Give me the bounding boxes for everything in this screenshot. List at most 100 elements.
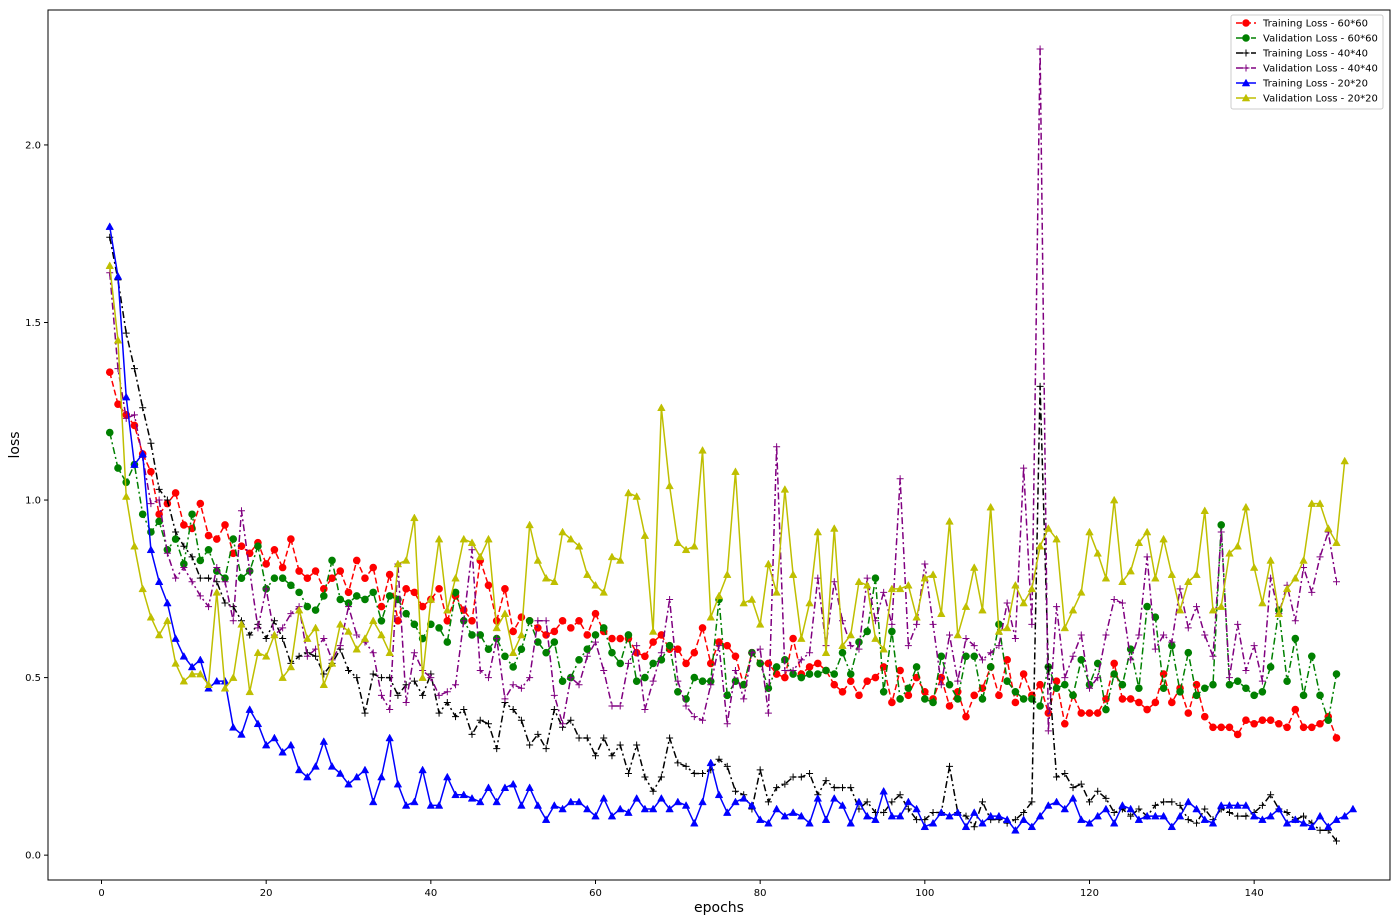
data-point xyxy=(747,595,757,603)
legend-item: Validation Loss - 40*40 xyxy=(1236,64,1378,75)
data-point xyxy=(1077,815,1086,823)
data-point xyxy=(443,638,452,646)
data-point xyxy=(328,574,336,582)
data-point xyxy=(467,538,477,546)
data-point xyxy=(699,716,707,724)
data-point xyxy=(1192,691,1201,700)
data-point xyxy=(806,769,814,777)
data-point xyxy=(278,747,287,756)
data-point xyxy=(591,580,600,589)
data-point xyxy=(821,648,831,657)
data-point xyxy=(517,630,526,639)
data-point xyxy=(1028,798,1036,806)
data-point xyxy=(426,801,436,809)
data-point xyxy=(352,772,361,781)
data-point xyxy=(616,659,625,668)
data-point xyxy=(846,630,855,639)
data-point xyxy=(1110,670,1118,678)
data-point xyxy=(566,534,576,543)
data-point xyxy=(994,627,1004,635)
data-point xyxy=(871,574,880,582)
data-point xyxy=(105,368,114,377)
data-point xyxy=(1077,588,1086,596)
data-point xyxy=(336,567,345,575)
data-point xyxy=(1282,818,1292,827)
data-point xyxy=(508,779,518,788)
data-point xyxy=(1168,698,1176,707)
data-point xyxy=(1225,723,1234,732)
data-point xyxy=(1002,623,1012,632)
data-point xyxy=(427,674,435,682)
x-tick-label: 80 xyxy=(754,888,767,899)
data-point xyxy=(1134,815,1144,823)
data-point xyxy=(904,580,913,589)
data-point xyxy=(978,798,986,806)
data-point xyxy=(1118,801,1127,809)
data-point xyxy=(788,808,798,816)
data-point xyxy=(978,818,987,827)
data-point xyxy=(953,808,962,816)
data-point xyxy=(368,616,378,625)
data-point xyxy=(270,630,279,639)
data-point xyxy=(517,613,526,622)
data-point xyxy=(303,602,312,611)
data-point xyxy=(706,659,715,668)
data-point xyxy=(575,616,583,625)
data-point xyxy=(912,663,921,671)
data-point xyxy=(1011,816,1019,824)
data-point xyxy=(987,649,995,657)
data-point xyxy=(451,573,460,582)
data-point xyxy=(773,784,781,792)
data-point xyxy=(419,691,427,699)
data-point xyxy=(1250,691,1258,700)
data-point xyxy=(583,652,591,660)
data-point xyxy=(1077,709,1086,717)
data-point xyxy=(1101,804,1111,813)
data-point xyxy=(847,784,855,792)
data-point xyxy=(772,663,781,671)
data-point xyxy=(114,400,122,408)
legend-label: Training Loss - 20*20 xyxy=(1262,79,1368,90)
data-point xyxy=(1011,580,1020,589)
data-point xyxy=(345,603,353,611)
data-point xyxy=(1299,556,1308,564)
data-point xyxy=(830,670,839,678)
data-point xyxy=(781,673,789,682)
data-point xyxy=(690,648,699,657)
data-point xyxy=(1307,822,1317,831)
data-point xyxy=(344,779,353,788)
data-point xyxy=(649,638,657,646)
data-point xyxy=(410,649,418,657)
data-point xyxy=(945,811,954,820)
data-point xyxy=(1126,804,1135,813)
data-point xyxy=(122,329,130,337)
data-point xyxy=(805,598,814,607)
series-line xyxy=(109,48,1338,732)
data-point xyxy=(962,652,970,661)
data-point xyxy=(1102,631,1110,639)
data-point xyxy=(945,517,954,525)
data-point xyxy=(1249,811,1259,820)
data-point xyxy=(772,804,781,813)
data-point xyxy=(707,681,715,689)
data-point xyxy=(1160,798,1168,806)
data-point xyxy=(452,713,460,721)
data-point xyxy=(1094,674,1102,682)
data-point xyxy=(723,641,732,650)
data-point xyxy=(410,513,419,522)
data-point xyxy=(295,652,303,660)
data-point xyxy=(484,720,492,728)
data-point xyxy=(460,706,468,714)
data-point xyxy=(871,634,880,642)
data-point xyxy=(1159,811,1168,820)
data-point xyxy=(1274,804,1284,813)
legend-box xyxy=(1230,14,1384,110)
data-point xyxy=(1175,605,1185,614)
data-point xyxy=(1233,730,1242,739)
data-point xyxy=(187,669,197,678)
data-point xyxy=(500,783,510,791)
data-point xyxy=(583,631,592,639)
data-point xyxy=(534,617,542,625)
data-point xyxy=(813,794,823,802)
data-point xyxy=(953,695,962,703)
